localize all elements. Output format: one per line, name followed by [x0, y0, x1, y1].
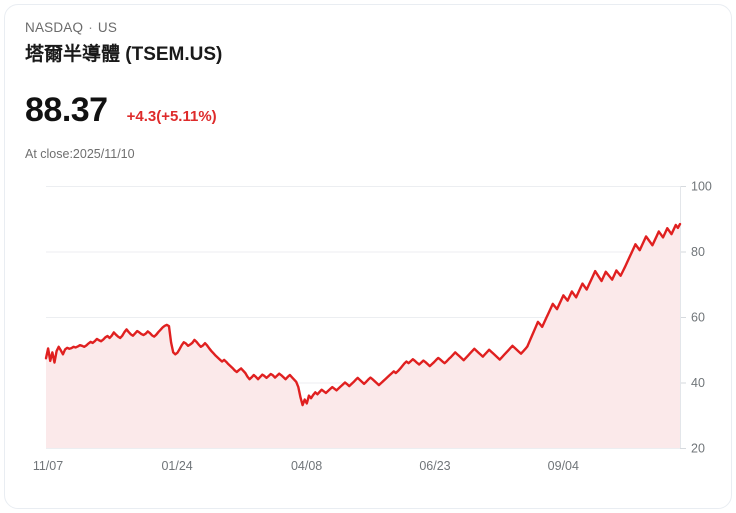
price-chart-svg[interactable]: 100 80 60 40 20 11/07 01/24 04/08 06/23 09/04	[5, 165, 732, 495]
y-axis-label: 20	[691, 442, 705, 456]
price-chart[interactable]: 100 80 60 40 20 11/07 01/24 04/08 06/23 09/04	[5, 165, 732, 495]
price-change: +4.3(+5.11%)	[126, 108, 217, 125]
x-axis-label: 11/07	[33, 459, 63, 473]
y-axis-label: 60	[691, 311, 705, 325]
x-axis-labels: 11/07 01/24 04/08 06/23 09/04	[33, 459, 579, 473]
price-area-fill	[46, 224, 680, 448]
y-axis-label: 100	[691, 180, 712, 194]
y-axis-label: 40	[691, 376, 705, 390]
price-row: 88.37 +4.3(+5.11%)	[25, 90, 217, 130]
exchange-region-line: NASDAQ · US	[25, 19, 625, 37]
stock-quote-card: NASDAQ · US 塔爾半導體 (TSEM.US) 88.37 +4.3(+5.…	[4, 4, 732, 509]
x-axis-label: 09/04	[548, 459, 579, 473]
current-price: 88.37	[25, 91, 108, 129]
x-axis-label: 06/23	[419, 459, 450, 473]
x-axis-label: 04/08	[291, 459, 322, 473]
y-axis-label: 80	[691, 245, 705, 259]
page-title: 塔爾半導體 (TSEM.US)	[25, 44, 223, 65]
region-label: US	[97, 20, 118, 35]
market-status-note: At close:2025/11/10	[25, 147, 135, 161]
quote-header: NASDAQ · US 塔爾半導體 (TSEM.US)	[25, 19, 625, 68]
price-line	[44, 222, 682, 407]
y-axis-labels: 100 80 60 40 20	[691, 180, 712, 456]
separator-dot: ·	[88, 20, 93, 35]
x-axis-label: 01/24	[161, 459, 192, 473]
exchange-name: NASDAQ	[25, 20, 84, 35]
